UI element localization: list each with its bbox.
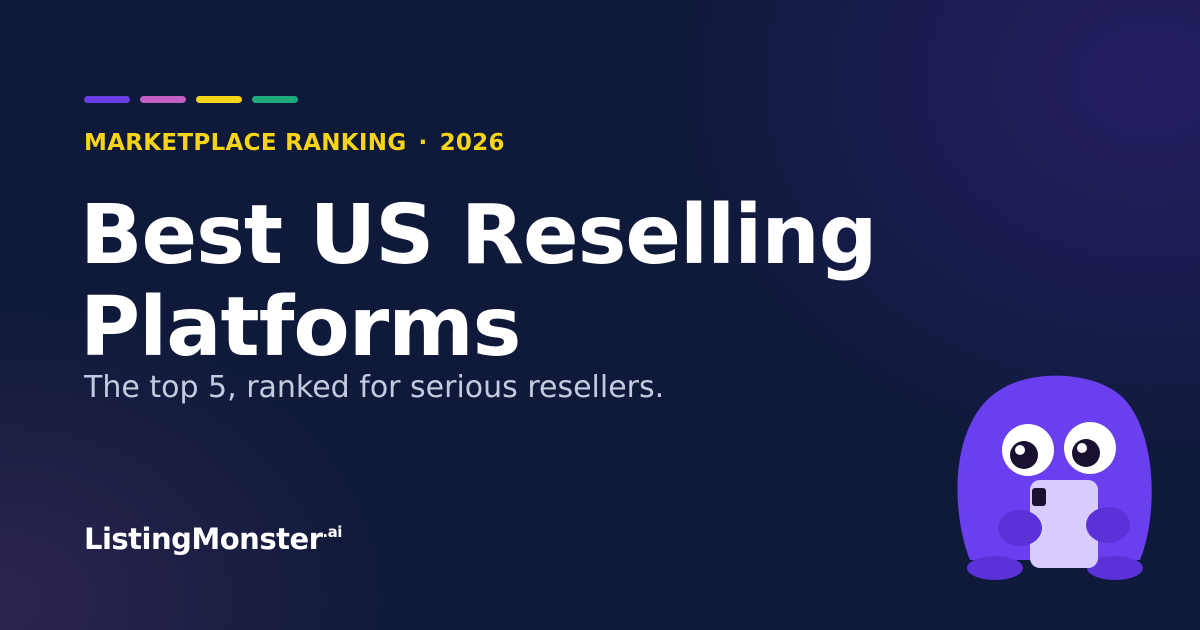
title-line: Platforms [80, 280, 521, 375]
subtitle: The top 5, ranked for serious resellers. [84, 370, 665, 405]
color-bars [84, 96, 298, 103]
year: 2026 [439, 130, 505, 156]
separator: · [418, 130, 428, 156]
brand: ListingMonster.ai [84, 522, 342, 556]
bar-pink [140, 96, 186, 103]
brand-name: ListingMonster [84, 522, 323, 556]
eyebrow: MARKETPLACE RANKING · 2026 [84, 130, 505, 156]
title: Best US Reselling Platforms [80, 188, 877, 375]
monster-mascot [957, 375, 1152, 580]
eyebrow-text: MARKETPLACE RANKING [84, 130, 407, 156]
brand-suffix: .ai [322, 523, 342, 541]
bar-yellow [196, 96, 242, 103]
title-line: Best US Reselling [80, 188, 877, 283]
bar-green [252, 96, 298, 103]
bar-purple [84, 96, 130, 103]
